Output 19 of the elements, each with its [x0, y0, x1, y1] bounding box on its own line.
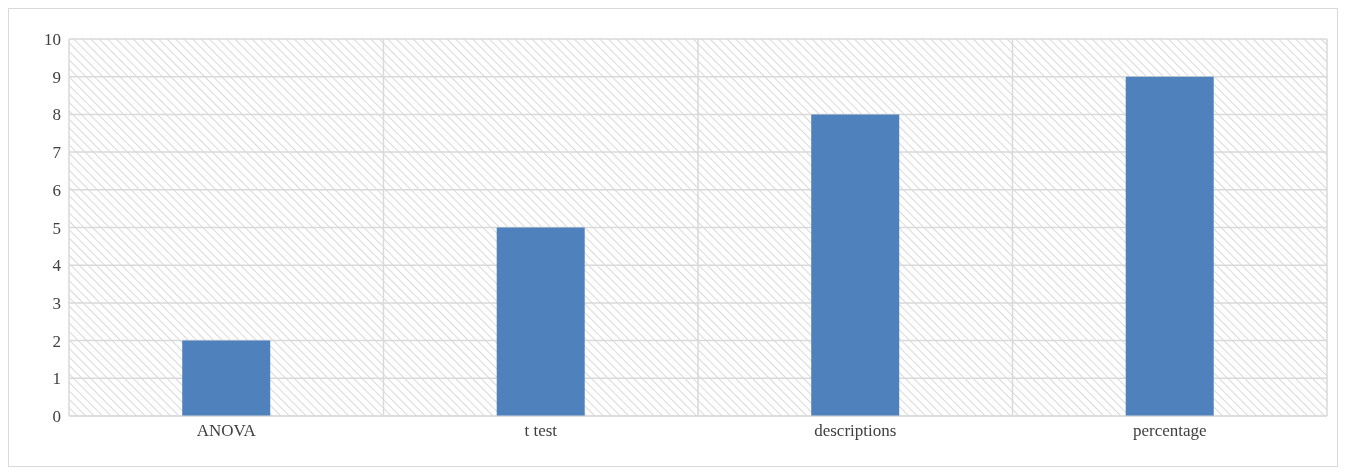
bar	[1125, 76, 1214, 416]
y-tick-label: 9	[52, 67, 61, 87]
bar	[182, 340, 271, 416]
y-tick-label: 3	[52, 293, 61, 313]
y-tick-label: 7	[52, 143, 62, 163]
x-tick-label: percentage	[1132, 421, 1207, 441]
y-tick-label: 4	[52, 256, 62, 276]
x-tick-label: t test	[524, 421, 558, 441]
y-tick-label: 5	[52, 218, 61, 238]
x-tick-label: descriptions	[814, 421, 897, 441]
x-tick-label: ANOVA	[196, 421, 257, 441]
y-tick-label: 0	[52, 407, 61, 427]
y-tick-label: 8	[52, 105, 61, 125]
y-tick-label: 2	[52, 331, 61, 351]
bar	[811, 114, 900, 416]
y-tick-label: 10	[44, 30, 61, 50]
y-tick-label: 6	[52, 180, 61, 200]
bar	[496, 227, 585, 416]
y-tick-label: 1	[52, 369, 61, 389]
